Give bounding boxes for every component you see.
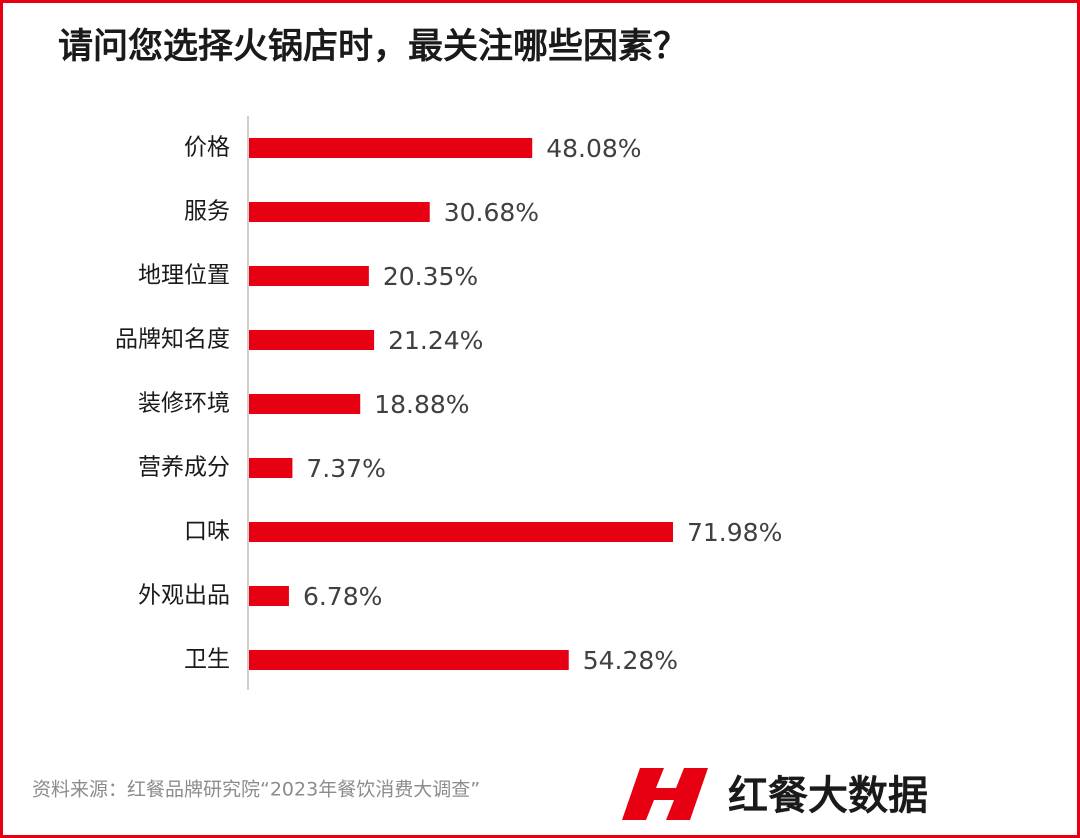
bar [249,330,375,350]
source-note: 资料来源：红餐品牌研究院“2023年餐饮消费大调查” [32,779,480,801]
value-label: 30.68% [444,198,539,227]
bar [249,138,533,158]
value-label: 71.98% [687,518,782,547]
y-tick-label: 服务 [184,199,230,225]
value-label: 7.37% [306,454,385,483]
y-tick-label: 价格 [184,135,230,161]
chart-title: 请问您选择火锅店时，最关注哪些因素？ [58,27,688,67]
bar [249,394,361,414]
brand-logo: 红餐大数据 [622,768,928,820]
value-label: 21.24% [388,326,483,355]
bar [249,202,430,222]
bar [249,266,369,286]
y-tick-label: 营养成分 [138,455,230,481]
brand-name: 红餐大数据 [728,773,928,819]
y-tick-label: 外观出品 [138,583,230,609]
value-label: 6.78% [303,582,382,611]
y-tick-label: 装修环境 [138,391,230,417]
value-label: 18.88% [374,390,469,419]
value-label: 48.08% [546,134,641,163]
y-tick-label: 卫生 [184,647,230,673]
y-tick-label: 地理位置 [138,263,230,289]
value-label: 54.28% [583,646,678,675]
y-tick-label: 口味 [184,519,230,545]
bar [249,650,569,670]
bar [249,522,673,542]
bar [249,586,289,606]
logo-mark [622,768,708,820]
y-tick-label: 品牌知名度 [115,327,230,353]
bar [249,458,293,478]
value-label: 20.35% [383,262,478,291]
